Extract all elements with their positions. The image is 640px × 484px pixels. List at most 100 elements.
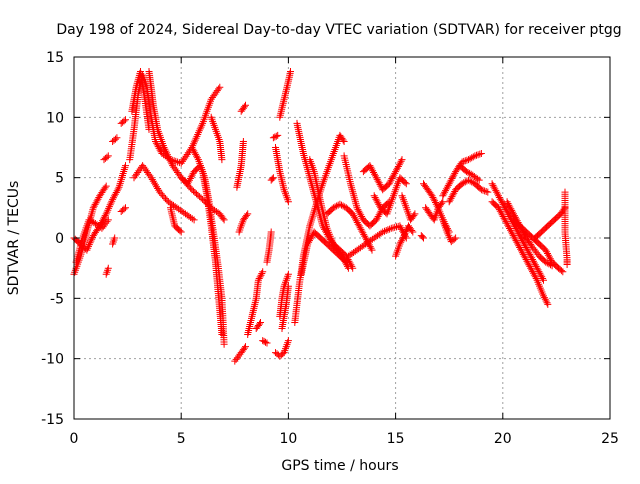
satellite-track bbox=[233, 138, 247, 191]
track-markers bbox=[231, 343, 249, 365]
track-markers bbox=[102, 264, 112, 278]
track-markers bbox=[370, 174, 410, 218]
satellite-track bbox=[128, 68, 153, 133]
track-markers bbox=[344, 222, 410, 260]
track-markers bbox=[359, 156, 406, 194]
track-markers bbox=[392, 222, 417, 260]
track-markers bbox=[188, 144, 226, 338]
x-tick-label: 0 bbox=[70, 431, 79, 447]
y-tick-label: -5 bbox=[50, 291, 64, 307]
track-markers bbox=[167, 204, 185, 236]
satellite-track bbox=[117, 116, 129, 127]
satellite-track bbox=[263, 228, 275, 266]
satellite-track bbox=[306, 156, 357, 272]
track-markers bbox=[297, 228, 350, 278]
satellite-track bbox=[272, 337, 292, 360]
track-markers bbox=[263, 228, 275, 266]
satellite-track bbox=[456, 162, 483, 184]
track-markers bbox=[456, 162, 483, 184]
track-markers bbox=[235, 210, 252, 236]
track-markers bbox=[276, 68, 294, 121]
track-markers bbox=[340, 152, 393, 230]
satellite-track bbox=[276, 270, 292, 320]
track-markers bbox=[445, 176, 492, 206]
satellite-track bbox=[231, 343, 249, 365]
satellite-track bbox=[188, 144, 226, 338]
track-markers bbox=[488, 180, 547, 284]
track-markers bbox=[398, 192, 419, 224]
y-tick-label: 15 bbox=[46, 50, 64, 66]
track-markers bbox=[267, 174, 277, 184]
satellite-track bbox=[102, 264, 112, 278]
satellite-track bbox=[100, 152, 112, 164]
track-markers bbox=[252, 319, 264, 332]
track-markers bbox=[237, 101, 249, 115]
track-markers bbox=[207, 113, 226, 164]
x-tick-label: 10 bbox=[279, 431, 297, 447]
satellite-track bbox=[276, 68, 294, 121]
track-markers bbox=[244, 268, 267, 338]
y-tick-label: 0 bbox=[55, 231, 64, 247]
track-markers bbox=[272, 337, 292, 360]
satellite-track bbox=[235, 210, 252, 236]
track-markers bbox=[291, 131, 348, 326]
satellite-track bbox=[488, 180, 547, 284]
satellite-track bbox=[269, 131, 282, 142]
track-markers bbox=[488, 198, 552, 308]
track-markers bbox=[422, 198, 447, 224]
satellite-track bbox=[244, 268, 267, 338]
satellite-track bbox=[561, 188, 571, 268]
axis-ticks: 0 5 10 15 20 25 -15 -10 -5 0 5 10 15 bbox=[41, 50, 619, 447]
track-markers bbox=[417, 232, 427, 242]
y-axis-label: SDTVAR / TECUs bbox=[6, 181, 22, 296]
y-tick-label: 5 bbox=[55, 171, 64, 187]
satellite-track bbox=[439, 150, 485, 200]
track-markers bbox=[72, 216, 112, 266]
data-marks bbox=[70, 68, 571, 365]
track-markers bbox=[439, 150, 485, 200]
track-markers bbox=[109, 234, 119, 248]
satellite-track bbox=[297, 228, 350, 278]
satellite-track bbox=[340, 152, 393, 230]
satellite-track bbox=[392, 222, 417, 260]
satellite-track bbox=[510, 216, 567, 276]
y-tick-label: 10 bbox=[46, 110, 64, 126]
satellite-track bbox=[207, 113, 226, 164]
x-tick-label: 5 bbox=[177, 431, 186, 447]
satellite-track bbox=[417, 232, 427, 242]
track-markers bbox=[278, 282, 292, 332]
track-markers bbox=[130, 162, 198, 224]
y-tick-label: -15 bbox=[41, 412, 64, 428]
satellite-track bbox=[398, 192, 419, 224]
y-tick-label: -10 bbox=[41, 352, 64, 368]
satellite-track bbox=[167, 204, 185, 236]
x-tick-label: 15 bbox=[387, 431, 405, 447]
x-tick-label: 20 bbox=[494, 431, 512, 447]
track-markers bbox=[128, 68, 153, 133]
track-markers bbox=[561, 188, 571, 268]
satellite-track bbox=[445, 176, 492, 206]
chart-title: Day 198 of 2024, Sidereal Day-to-day VTE… bbox=[56, 22, 621, 38]
x-tick-label: 25 bbox=[601, 431, 619, 447]
track-markers bbox=[510, 216, 567, 276]
satellite-track bbox=[370, 174, 410, 218]
track-markers bbox=[306, 156, 357, 272]
track-markers bbox=[100, 152, 112, 164]
satellite-track bbox=[439, 216, 460, 246]
track-markers bbox=[269, 131, 282, 142]
x-axis-label: GPS time / hours bbox=[281, 458, 398, 474]
satellite-track bbox=[272, 144, 292, 206]
track-markers bbox=[109, 134, 121, 145]
satellite-track bbox=[291, 131, 348, 326]
satellite-track bbox=[130, 162, 198, 224]
track-markers bbox=[117, 204, 129, 215]
satellite-track bbox=[278, 282, 292, 332]
satellite-track bbox=[344, 222, 410, 260]
satellite-track bbox=[237, 101, 249, 115]
satellite-track bbox=[72, 216, 112, 266]
track-markers bbox=[117, 116, 129, 127]
satellite-track bbox=[267, 174, 277, 184]
satellite-track bbox=[259, 337, 271, 347]
